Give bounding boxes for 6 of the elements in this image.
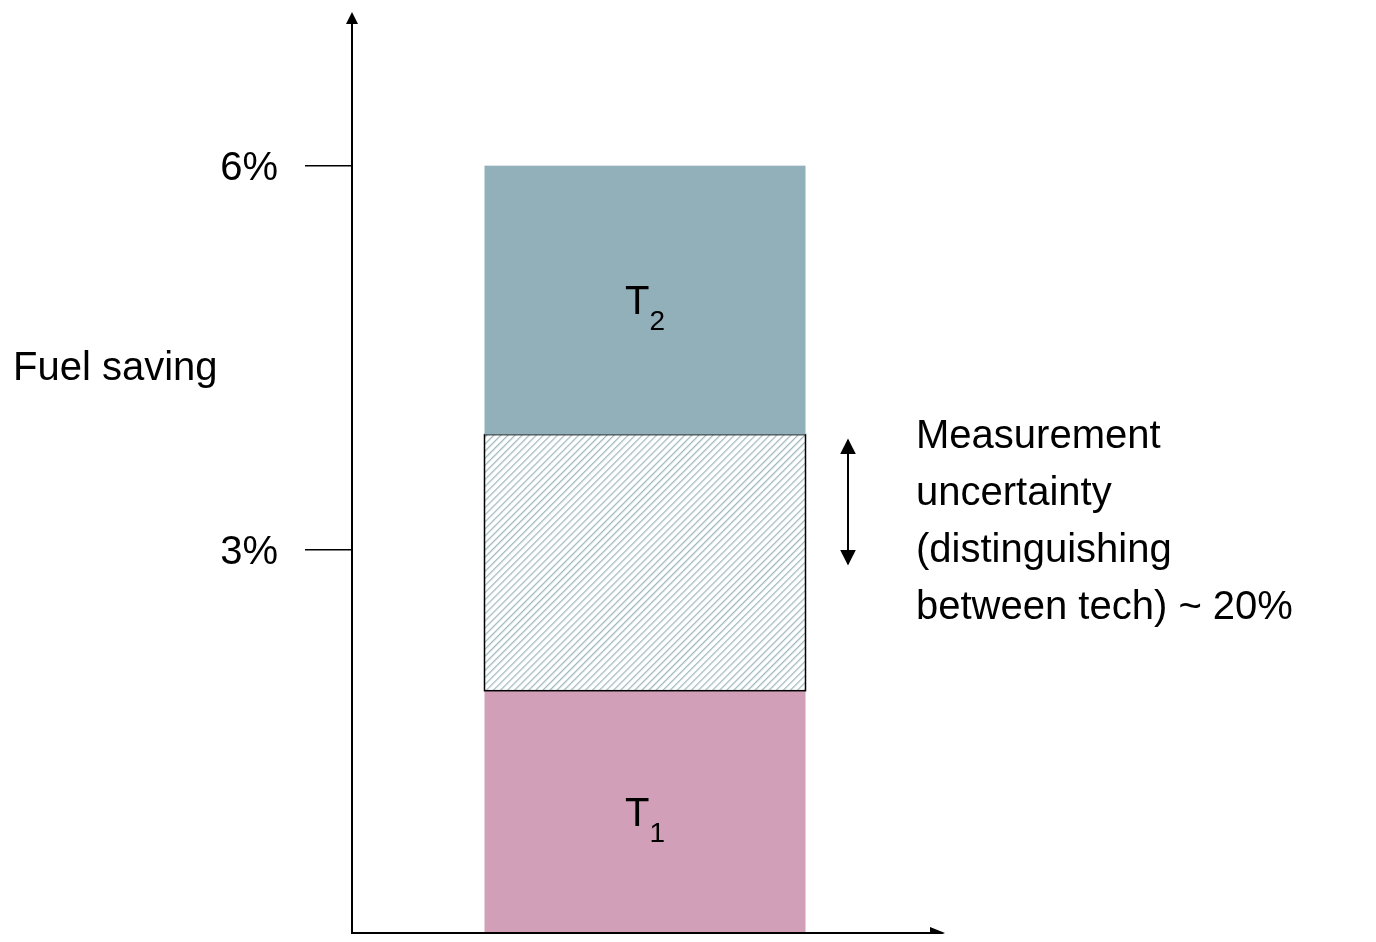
y-tick-label: 3% [220, 527, 278, 572]
y-axis-title: Fuel saving [13, 344, 218, 388]
series-label: T$_{1}$ [624, 790, 666, 848]
y-tick-label: 6% [220, 143, 278, 188]
annotation: Measurement uncertainty (distinguishing between tech) ~ 20% [916, 412, 1293, 627]
series-label: T$_{2}$ [624, 278, 666, 336]
